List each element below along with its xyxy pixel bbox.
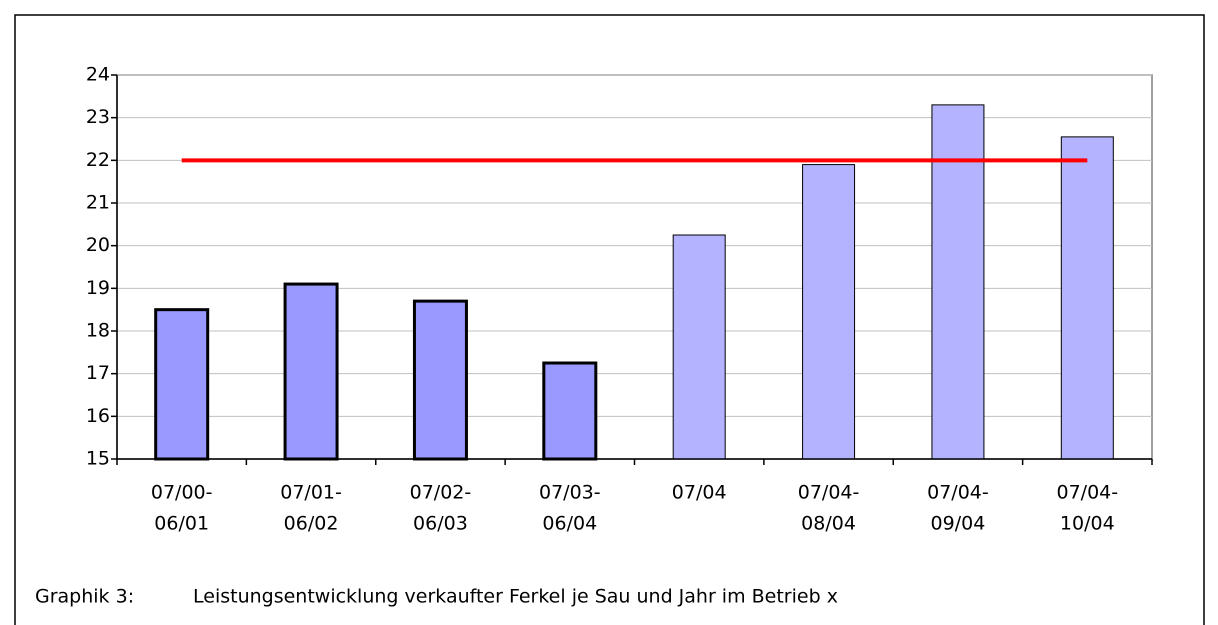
x-tick-label: 10/04 bbox=[1060, 513, 1115, 535]
bar bbox=[283, 282, 339, 461]
x-tick-label: 06/03 bbox=[413, 513, 468, 535]
y-tick-label: 19 bbox=[86, 277, 110, 299]
y-tick-label: 23 bbox=[86, 106, 110, 128]
y-tick-label: 20 bbox=[86, 234, 110, 256]
x-tick-label: 06/01 bbox=[154, 513, 209, 535]
y-tick-label: 24 bbox=[86, 64, 110, 86]
y-tick-label: 21 bbox=[86, 192, 110, 214]
y-tick-label: 16 bbox=[86, 405, 110, 427]
x-tick-label: 07/03- bbox=[539, 482, 601, 504]
frame bbox=[14, 14, 1205, 625]
bar bbox=[931, 104, 985, 460]
bar bbox=[542, 361, 598, 461]
y-tick-label: 18 bbox=[86, 320, 110, 342]
y-tick-label: 17 bbox=[86, 362, 110, 384]
x-tick-label: 08/04 bbox=[801, 513, 856, 535]
x-tick-label: 06/02 bbox=[284, 513, 339, 535]
caption-label: Graphik 3: bbox=[35, 586, 134, 608]
y-tick-label: 15 bbox=[86, 448, 110, 470]
plot-area bbox=[116, 74, 1153, 460]
bar bbox=[154, 308, 210, 461]
x-tick-label: 07/04- bbox=[927, 482, 989, 504]
x-tick-label: 07/04- bbox=[798, 482, 860, 504]
x-tick-label: 09/04 bbox=[931, 513, 986, 535]
x-tick-label: 07/01- bbox=[280, 482, 342, 504]
x-tick-label: 07/04- bbox=[1057, 482, 1119, 504]
bar bbox=[802, 164, 856, 460]
x-tick-label: 07/04 bbox=[672, 482, 727, 504]
x-tick-label: 07/02- bbox=[410, 482, 472, 504]
y-tick-label: 22 bbox=[86, 149, 110, 171]
x-tick-label: 07/00- bbox=[151, 482, 213, 504]
bar bbox=[672, 234, 726, 460]
caption-text: Leistungsentwicklung verkaufter Ferkel j… bbox=[193, 586, 838, 608]
bar bbox=[1060, 136, 1114, 460]
x-tick-label: 06/04 bbox=[542, 513, 597, 535]
bar bbox=[412, 299, 468, 461]
